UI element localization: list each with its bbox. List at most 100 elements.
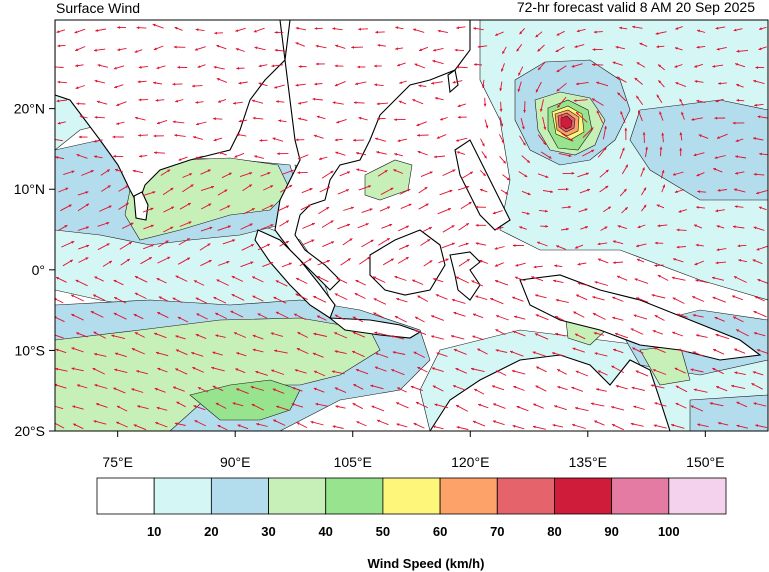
wind-arrow-head	[471, 367, 474, 371]
sri-lanka-coastline	[133, 191, 149, 221]
wind-arrow-head	[90, 170, 94, 173]
lat-tick-label: 20°S	[14, 423, 45, 439]
wind-arrow-head	[290, 169, 294, 173]
wind-arrow-head	[535, 385, 539, 389]
wind-arrow-head	[532, 425, 536, 429]
wind-arrow-head	[715, 99, 719, 103]
wind-arrow-head	[516, 405, 520, 409]
wind-arrow-head	[326, 259, 330, 263]
wind-arrow-head	[623, 188, 627, 192]
wind-arrow-head	[617, 92, 621, 96]
wind-arrow-head	[389, 223, 392, 227]
wind-arrow-head	[115, 352, 118, 356]
wind-arrow-head	[216, 44, 220, 48]
wind-arrow-head	[679, 132, 683, 136]
wind-arrow-head	[752, 259, 756, 262]
wind-arrow-head	[308, 258, 312, 262]
wind-arrow-head	[431, 367, 435, 371]
wind-arrow-head	[752, 371, 756, 374]
wind-arrow-head	[695, 279, 699, 282]
wind-arrow-head	[511, 369, 515, 373]
wind-arrow-head	[735, 171, 738, 175]
wind-arrow-head	[555, 298, 559, 302]
wind-arrow-head	[634, 77, 638, 81]
wind-arrow-head	[275, 311, 279, 315]
wind-arrow-head	[495, 280, 498, 283]
wind-arrow-head	[555, 49, 559, 52]
wind-arrow-head	[112, 135, 116, 139]
wind-arrow-head	[257, 313, 261, 316]
wind-arrow-head	[74, 30, 78, 34]
wind-arrow-head	[56, 30, 60, 33]
wind-arrow-head	[545, 224, 549, 228]
wind-arrow-head	[85, 257, 89, 260]
wind-arrow-head	[575, 370, 579, 374]
wind-arrow-head	[479, 259, 483, 263]
wind-arrow-head	[113, 387, 117, 391]
wind-arrow-head	[717, 421, 721, 425]
wind-arrow-head	[196, 122, 199, 126]
wind-arrow-head	[295, 26, 299, 30]
wind-arrow-head	[566, 187, 569, 191]
wind-arrow-head	[55, 383, 58, 387]
wind-arrow-head	[736, 329, 740, 332]
wind-arrow-head	[355, 82, 358, 86]
wind-arrow-head	[712, 64, 716, 68]
wind-arrow-head	[374, 64, 377, 68]
wind-arrow-head	[694, 224, 697, 228]
wind-arrow-head	[625, 164, 628, 168]
wind-arrow-head	[114, 297, 118, 300]
wind-arrow-head	[294, 313, 297, 317]
wind-arrow-head	[174, 26, 178, 30]
wind-arrow-head	[510, 350, 513, 354]
wind-arrow-head	[212, 385, 216, 389]
wind-arrow-head	[75, 64, 79, 68]
wind-arrow-head	[195, 297, 199, 301]
wind-arrow-head	[113, 154, 116, 158]
wind-arrow-head	[592, 63, 595, 67]
wind-arrow-head	[176, 401, 180, 405]
wind-arrow-head	[714, 116, 718, 120]
wind-arrow-head	[289, 185, 293, 188]
wind-arrow-head	[355, 368, 359, 372]
lat-tick-label: 10°S	[14, 342, 45, 358]
wind-arrow-head	[593, 332, 597, 335]
wind-arrow-head	[445, 258, 449, 262]
wind-arrow-head	[716, 47, 720, 51]
wind-arrow-head	[617, 275, 620, 279]
wind-arrow-head	[317, 315, 320, 319]
wind-arrow-head	[676, 245, 680, 249]
colorbar-label: 90	[604, 524, 618, 539]
wind-arrow-head	[136, 26, 140, 30]
wind-arrow-head	[535, 34, 539, 38]
wind-arrow-head	[195, 101, 199, 104]
wind-arrow-head	[455, 276, 459, 280]
wind-arrow-head	[317, 276, 321, 279]
wind-arrow-head	[696, 206, 699, 209]
wind-arrow-head	[499, 88, 503, 91]
wind-arrow-head	[624, 207, 628, 211]
wind-arrow-head	[495, 227, 499, 230]
wind-arrow-head	[753, 226, 757, 230]
wind-arrow-head	[451, 225, 455, 228]
wind-arrow-head	[457, 115, 461, 119]
wind-arrow-head	[156, 66, 160, 70]
wind-arrow-head	[315, 44, 319, 48]
wind-arrow-head	[386, 238, 390, 241]
wind-arrow-head	[631, 386, 635, 390]
wind-arrow-head	[612, 424, 615, 427]
lat-tick-label: 20°N	[14, 101, 45, 117]
wind-arrow-head	[238, 119, 242, 123]
wind-arrow-head	[373, 312, 377, 316]
wind-arrow-head	[136, 370, 140, 373]
wind-arrow-head	[758, 206, 762, 210]
wind-arrow-head	[137, 80, 141, 84]
wind-arrow-head	[175, 335, 179, 338]
wind-arrow-head	[475, 205, 478, 209]
wind-arrow-head	[250, 244, 254, 247]
wind-arrow-head	[93, 331, 97, 335]
wind-arrow-head	[347, 223, 350, 227]
wind-arrow-head	[568, 205, 572, 209]
wind-arrow-head	[336, 120, 340, 124]
wind-arrow-head	[52, 334, 55, 337]
